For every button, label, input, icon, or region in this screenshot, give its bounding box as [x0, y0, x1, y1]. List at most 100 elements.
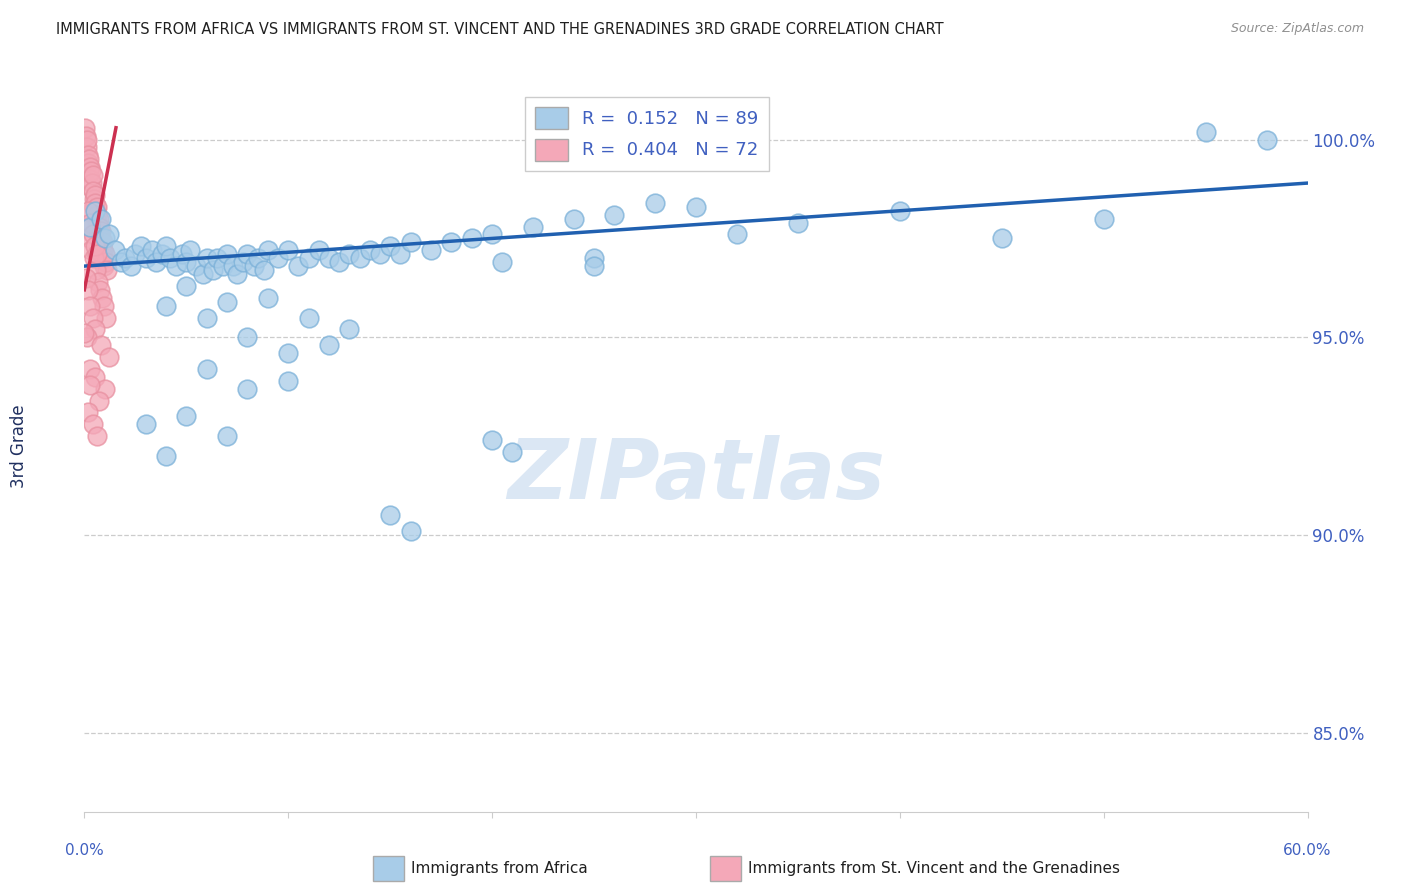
Point	[79, 362, 101, 376]
Point	[77, 203, 100, 218]
Point	[83, 200, 105, 214]
Point	[77, 156, 100, 170]
Point	[75, 120, 97, 135]
Point	[141, 244, 163, 258]
Point	[90, 223, 112, 237]
Point	[131, 239, 153, 253]
Point	[84, 263, 107, 277]
Point	[644, 195, 666, 210]
Point	[83, 322, 105, 336]
Point	[86, 208, 108, 222]
Point	[212, 259, 235, 273]
Point	[79, 299, 101, 313]
Point	[87, 211, 110, 226]
Point	[359, 244, 381, 258]
Point	[76, 330, 98, 344]
Point	[76, 140, 98, 154]
Point	[94, 310, 117, 325]
Point	[889, 203, 911, 218]
Point	[155, 299, 177, 313]
Point	[481, 433, 503, 447]
Point	[502, 445, 524, 459]
Point	[93, 251, 115, 265]
Point	[787, 216, 810, 230]
Point	[195, 362, 218, 376]
Point	[481, 227, 503, 242]
Point	[110, 255, 132, 269]
Point	[685, 200, 707, 214]
Point	[93, 259, 115, 273]
Point	[257, 291, 280, 305]
Point	[174, 278, 197, 293]
Point	[93, 382, 117, 396]
Point	[368, 247, 391, 261]
Point	[195, 251, 218, 265]
Point	[82, 310, 104, 325]
Point	[82, 176, 104, 190]
Point	[90, 211, 112, 226]
Point	[84, 203, 107, 218]
Point	[87, 223, 110, 237]
Point	[1256, 132, 1278, 146]
Point	[246, 251, 269, 265]
Point	[491, 255, 513, 269]
Text: 3rd Grade: 3rd Grade	[10, 404, 28, 488]
Point	[174, 255, 197, 269]
Point	[135, 417, 157, 432]
Point	[603, 208, 626, 222]
Point	[253, 263, 276, 277]
Point	[77, 164, 100, 178]
Point	[79, 161, 101, 175]
Point	[267, 251, 290, 265]
Point	[89, 283, 111, 297]
Point	[83, 188, 105, 202]
Point	[77, 283, 100, 297]
Point	[277, 374, 299, 388]
Point	[277, 244, 299, 258]
Point	[201, 263, 224, 277]
Point	[76, 132, 98, 146]
Point	[145, 255, 167, 269]
Legend: R =  0.152   N = 89, R =  0.404   N = 72: R = 0.152 N = 89, R = 0.404 N = 72	[524, 96, 769, 171]
Point	[232, 255, 254, 269]
Point	[242, 259, 264, 273]
Point	[217, 429, 239, 443]
Point	[104, 244, 127, 258]
Point	[155, 449, 177, 463]
Point	[96, 263, 118, 277]
Point	[380, 239, 402, 253]
Point	[583, 251, 606, 265]
Point	[84, 211, 107, 226]
Point	[80, 164, 103, 178]
Point	[87, 393, 110, 408]
Point	[76, 219, 98, 234]
Text: ZIPatlas: ZIPatlas	[508, 434, 884, 516]
Point	[236, 330, 259, 344]
Point	[217, 247, 239, 261]
Point	[80, 180, 103, 194]
Point	[79, 377, 101, 392]
Text: 60.0%: 60.0%	[1284, 843, 1331, 858]
Point	[298, 310, 321, 325]
Point	[93, 247, 117, 261]
Point	[318, 338, 340, 352]
Point	[308, 244, 330, 258]
Point	[75, 271, 97, 285]
Point	[399, 524, 422, 538]
Point	[1092, 211, 1115, 226]
Point	[1195, 125, 1218, 139]
Point	[236, 382, 259, 396]
Point	[79, 231, 101, 245]
Text: Immigrants from St. Vincent and the Grenadines: Immigrants from St. Vincent and the Gren…	[748, 862, 1121, 876]
Point	[86, 216, 108, 230]
Point	[82, 168, 104, 182]
Point	[389, 247, 412, 261]
Point	[75, 128, 97, 143]
Point	[93, 231, 117, 245]
Point	[114, 251, 136, 265]
Point	[86, 247, 108, 261]
Point	[90, 231, 112, 245]
Point	[380, 508, 402, 523]
Point	[80, 244, 103, 258]
Point	[205, 251, 228, 265]
